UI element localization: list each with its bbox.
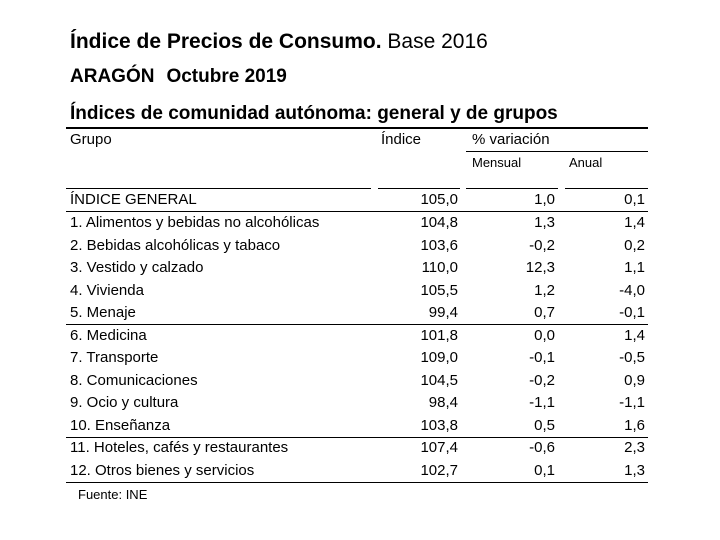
row-separator bbox=[66, 437, 648, 438]
header-bottom-rule-mensual bbox=[466, 188, 558, 189]
row-anual: 1,1 bbox=[624, 259, 645, 276]
row-group-name: 5. Menaje bbox=[70, 304, 136, 321]
table-row: 2. Bebidas alcohólicas y tabaco 103,6 -0… bbox=[0, 235, 720, 257]
row-indice: 101,8 bbox=[420, 327, 458, 344]
row-group-name: ÍNDICE GENERAL bbox=[70, 191, 197, 208]
row-indice: 98,4 bbox=[428, 394, 458, 411]
row-mensual: 12,3 bbox=[525, 259, 555, 276]
header-mensual: Mensual bbox=[472, 155, 522, 170]
row-group-name: 12. Otros bienes y servicios bbox=[70, 462, 255, 479]
header-bottom-rule-indice bbox=[378, 188, 460, 189]
row-mensual: 0,5 bbox=[534, 417, 555, 434]
row-separator bbox=[66, 324, 648, 325]
row-mensual: 1,2 bbox=[534, 282, 555, 299]
row-group-name: 11. Hoteles, cafés y restaurantes bbox=[70, 439, 289, 456]
table-row: 4. Vivienda 105,5 1,2 -4,0 bbox=[0, 280, 720, 302]
row-group-name: 8. Comunicaciones bbox=[70, 372, 198, 389]
table-row: 9. Ocio y cultura 98,4 -1,1 -1,1 bbox=[0, 392, 720, 414]
header-anual: Anual bbox=[569, 155, 603, 170]
table-row: 11. Hoteles, cafés y restaurantes 107,4 … bbox=[0, 437, 720, 459]
region-name: ARAGÓN bbox=[70, 66, 155, 87]
row-anual: -4,0 bbox=[619, 282, 645, 299]
row-group-name: 7. Transporte bbox=[70, 349, 159, 366]
table-row: 6. Medicina 101,8 0,0 1,4 bbox=[0, 325, 720, 347]
row-mensual: 0,7 bbox=[534, 304, 555, 321]
row-group-name: 3. Vestido y calzado bbox=[70, 259, 204, 276]
row-mensual: -0,2 bbox=[529, 372, 555, 389]
row-group-name: 2. Bebidas alcohólicas y tabaco bbox=[70, 237, 281, 254]
table-row: 8. Comunicaciones 104,5 -0,2 0,9 bbox=[0, 370, 720, 392]
row-indice: 105,5 bbox=[420, 282, 458, 299]
row-anual: 2,3 bbox=[624, 439, 645, 456]
row-indice: 104,8 bbox=[420, 214, 458, 231]
header-bottom-rule-anual bbox=[565, 188, 648, 189]
row-mensual: -1,1 bbox=[529, 394, 555, 411]
document-title: Índice de Precios de Consumo. Base 2016 bbox=[70, 30, 488, 54]
table-row: ÍNDICE GENERAL 105,0 1,0 0,1 bbox=[0, 189, 720, 211]
title-base: Base 2016 bbox=[387, 30, 488, 53]
table-row: 12. Otros bienes y servicios 102,7 0,1 1… bbox=[0, 460, 720, 482]
row-group-name: 6. Medicina bbox=[70, 327, 147, 344]
row-indice: 110,0 bbox=[421, 259, 458, 276]
row-group-name: 10. Enseñanza bbox=[70, 417, 171, 434]
month-label: Octubre 2019 bbox=[166, 66, 287, 87]
table-row: 5. Menaje 99,4 0,7 -0,1 bbox=[0, 302, 720, 324]
row-mensual: 1,0 bbox=[534, 191, 555, 208]
row-group-name: 4. Vivienda bbox=[70, 282, 144, 299]
row-anual: -1,1 bbox=[619, 394, 645, 411]
header-grupo: Grupo bbox=[70, 131, 112, 148]
row-mensual: 1,3 bbox=[534, 214, 555, 231]
row-indice: 104,5 bbox=[420, 372, 458, 389]
title-bold: Índice de Precios de Consumo. bbox=[70, 30, 382, 53]
row-anual: 1,6 bbox=[624, 417, 645, 434]
row-anual: -0,1 bbox=[619, 304, 645, 321]
row-separator bbox=[66, 211, 648, 212]
row-mensual: -0,2 bbox=[529, 237, 555, 254]
table-row: 1. Alimentos y bebidas no alcohólicas 10… bbox=[0, 212, 720, 234]
row-anual: 1,3 bbox=[624, 462, 645, 479]
row-indice: 99,4 bbox=[428, 304, 458, 321]
row-mensual: 0,0 bbox=[534, 327, 555, 344]
row-anual: 0,2 bbox=[624, 237, 645, 254]
row-group-name: 9. Ocio y cultura bbox=[70, 394, 179, 411]
row-anual: 0,1 bbox=[624, 191, 645, 208]
source-note: Fuente: INE bbox=[78, 487, 148, 502]
row-anual: 1,4 bbox=[624, 214, 645, 231]
row-indice: 103,8 bbox=[420, 417, 458, 434]
table-row: 10. Enseñanza 103,8 0,5 1,6 bbox=[0, 415, 720, 437]
row-indice: 105,0 bbox=[420, 191, 458, 208]
table-row: 7. Transporte 109,0 -0,1 -0,5 bbox=[0, 347, 720, 369]
row-anual: -0,5 bbox=[619, 349, 645, 366]
region-period: ARAGÓN Octubre 2019 bbox=[70, 66, 287, 88]
variation-underline bbox=[466, 151, 648, 152]
row-anual: 0,9 bbox=[624, 372, 645, 389]
table-bottom-rule bbox=[66, 482, 648, 483]
header-indice: Índice bbox=[381, 131, 422, 148]
row-indice: 103,6 bbox=[420, 237, 458, 254]
table-top-rule bbox=[66, 127, 648, 129]
table-row: 3. Vestido y calzado 110,0 12,3 1,1 bbox=[0, 257, 720, 279]
row-anual: 1,4 bbox=[624, 327, 645, 344]
row-indice: 107,4 bbox=[420, 439, 458, 456]
header-bottom-rule-grupo bbox=[66, 188, 371, 189]
row-mensual: 0,1 bbox=[534, 462, 555, 479]
header-variacion: % variación bbox=[472, 131, 550, 148]
row-mensual: -0,1 bbox=[529, 349, 555, 366]
table-title: Índices de comunidad autónoma: general y… bbox=[70, 103, 558, 124]
row-indice: 102,7 bbox=[420, 462, 458, 479]
row-mensual: -0,6 bbox=[529, 439, 555, 456]
row-indice: 109,0 bbox=[420, 349, 458, 366]
row-group-name: 1. Alimentos y bebidas no alcohólicas bbox=[70, 214, 320, 231]
